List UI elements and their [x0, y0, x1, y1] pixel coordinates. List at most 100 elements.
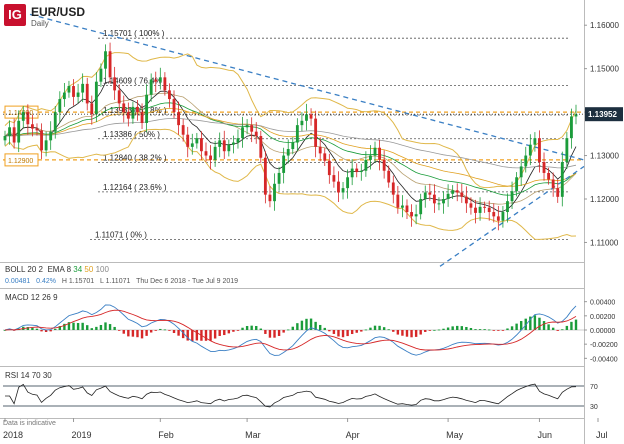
macd-histogram-bar	[414, 330, 418, 337]
macd-histogram-bar	[451, 326, 454, 330]
macd-histogram-bar	[3, 330, 7, 331]
macd-histogram-bar	[506, 328, 509, 330]
candle-body	[94, 81, 98, 115]
candle-body	[49, 131, 53, 141]
y-tick-label: 1.15000	[590, 65, 619, 74]
macd-histogram-bar	[401, 330, 404, 336]
macd-histogram-bar	[250, 325, 253, 330]
macd-histogram-bar	[364, 329, 368, 331]
x-tick-label: 2018	[3, 430, 23, 440]
candle-body	[245, 125, 249, 128]
macd-histogram-bar	[446, 327, 450, 330]
candle-body	[195, 138, 199, 144]
macd-histogram-bar	[287, 329, 290, 331]
macd-histogram-bar	[529, 316, 532, 330]
current-price-label: 1.13952	[588, 110, 617, 119]
down-trendline	[29, 13, 585, 161]
x-tick-label: Feb	[158, 430, 174, 440]
macd-histogram-bar	[478, 329, 482, 330]
macd-histogram-bar	[442, 328, 445, 330]
macd-histogram-bar	[369, 327, 372, 330]
candle-body	[76, 92, 80, 97]
candle-body	[419, 199, 423, 215]
candle-body	[259, 136, 263, 158]
macd-histogram-bar	[81, 322, 84, 330]
macd-histogram-bar	[556, 330, 559, 331]
macd-histogram-bar	[501, 330, 505, 331]
macd-histogram-bar	[99, 324, 103, 330]
macd-histogram-bar	[488, 329, 491, 331]
macd-histogram-bar	[232, 330, 235, 332]
macd-histogram-bar	[54, 328, 57, 330]
macd-histogram-bar	[195, 330, 199, 341]
rsi-tick-label: 30	[590, 404, 598, 411]
candle-body	[104, 51, 107, 69]
y-tick-label: 1.16000	[590, 21, 619, 30]
x-tick-label: Jul	[596, 430, 608, 440]
symbol-title: EUR/USD	[31, 5, 86, 19]
macd-histogram-bar	[460, 326, 463, 330]
macd-histogram-bar	[574, 319, 578, 330]
candle-body	[277, 172, 281, 184]
macd-histogram-bar	[26, 327, 30, 330]
macd-histogram-bar	[519, 321, 523, 330]
macd-histogram-bar	[382, 327, 386, 330]
bollinger-lower-band	[4, 128, 577, 240]
macd-legend: MACD 12 26 9	[5, 293, 58, 302]
macd-histogram-bar	[419, 330, 422, 335]
macd-histogram-bar	[341, 330, 345, 338]
candle-body	[177, 112, 181, 126]
macd-histogram-bar	[268, 330, 272, 338]
macd-histogram-bar	[159, 328, 162, 330]
x-tick-label: Mar	[245, 430, 261, 440]
candle-body	[391, 182, 395, 195]
macd-histogram-bar	[86, 325, 89, 330]
boll-param-1: 20	[27, 265, 37, 274]
macd-histogram-bar	[104, 322, 107, 330]
candle-body	[236, 138, 240, 143]
macd-histogram-bar	[49, 330, 52, 332]
candle-body	[556, 188, 560, 197]
candle-body	[355, 168, 359, 173]
macd-histogram-bar	[524, 318, 527, 330]
macd-histogram-bar	[131, 330, 135, 337]
ema-label: EMA	[47, 265, 65, 274]
candle-body	[154, 79, 158, 82]
candle-body	[12, 127, 16, 143]
candle-body	[282, 155, 286, 173]
candle-body	[291, 142, 295, 150]
candle-body	[44, 140, 48, 151]
rsi-tick-label: 70	[590, 384, 598, 391]
candle-body	[446, 193, 450, 199]
macd-histogram-bar	[67, 322, 71, 330]
ema-param-2: 34	[73, 265, 83, 274]
indicator-legend-row: BOLL 20 2 EMA 8 34 50 100	[5, 265, 109, 274]
candle-body	[227, 144, 231, 152]
bollinger-middle-band	[4, 92, 577, 205]
macd-histogram-bar	[309, 318, 313, 330]
macd-histogram-bar	[241, 327, 244, 330]
candle-body	[547, 172, 551, 180]
candle-body	[53, 112, 57, 132]
candle-body	[538, 138, 541, 163]
macd-histogram-bar	[136, 330, 139, 338]
candle-body	[451, 190, 455, 194]
candle-body	[570, 116, 573, 139]
macd-histogram-bar	[40, 330, 43, 332]
ema-8-line	[4, 81, 577, 212]
y-tick-label: 1.13000	[590, 152, 619, 161]
candle-body	[72, 86, 75, 97]
candle-body	[122, 103, 126, 113]
candle-body	[574, 114, 578, 117]
candle-body	[314, 118, 318, 147]
macd-histogram-bar	[122, 330, 125, 334]
macd-histogram-bar	[456, 325, 459, 330]
ema-param-4: 100	[95, 265, 109, 274]
fib-level-label: 1.14609 ( 76.4% )	[103, 77, 167, 86]
rsi-legend: RSI 14 70 30	[5, 371, 52, 380]
x-tick-label: Apr	[346, 430, 360, 440]
y-tick-label: 1.11000	[590, 238, 619, 247]
candle-body	[460, 192, 464, 197]
macd-histogram-bar	[533, 315, 537, 330]
candle-body	[551, 179, 555, 189]
